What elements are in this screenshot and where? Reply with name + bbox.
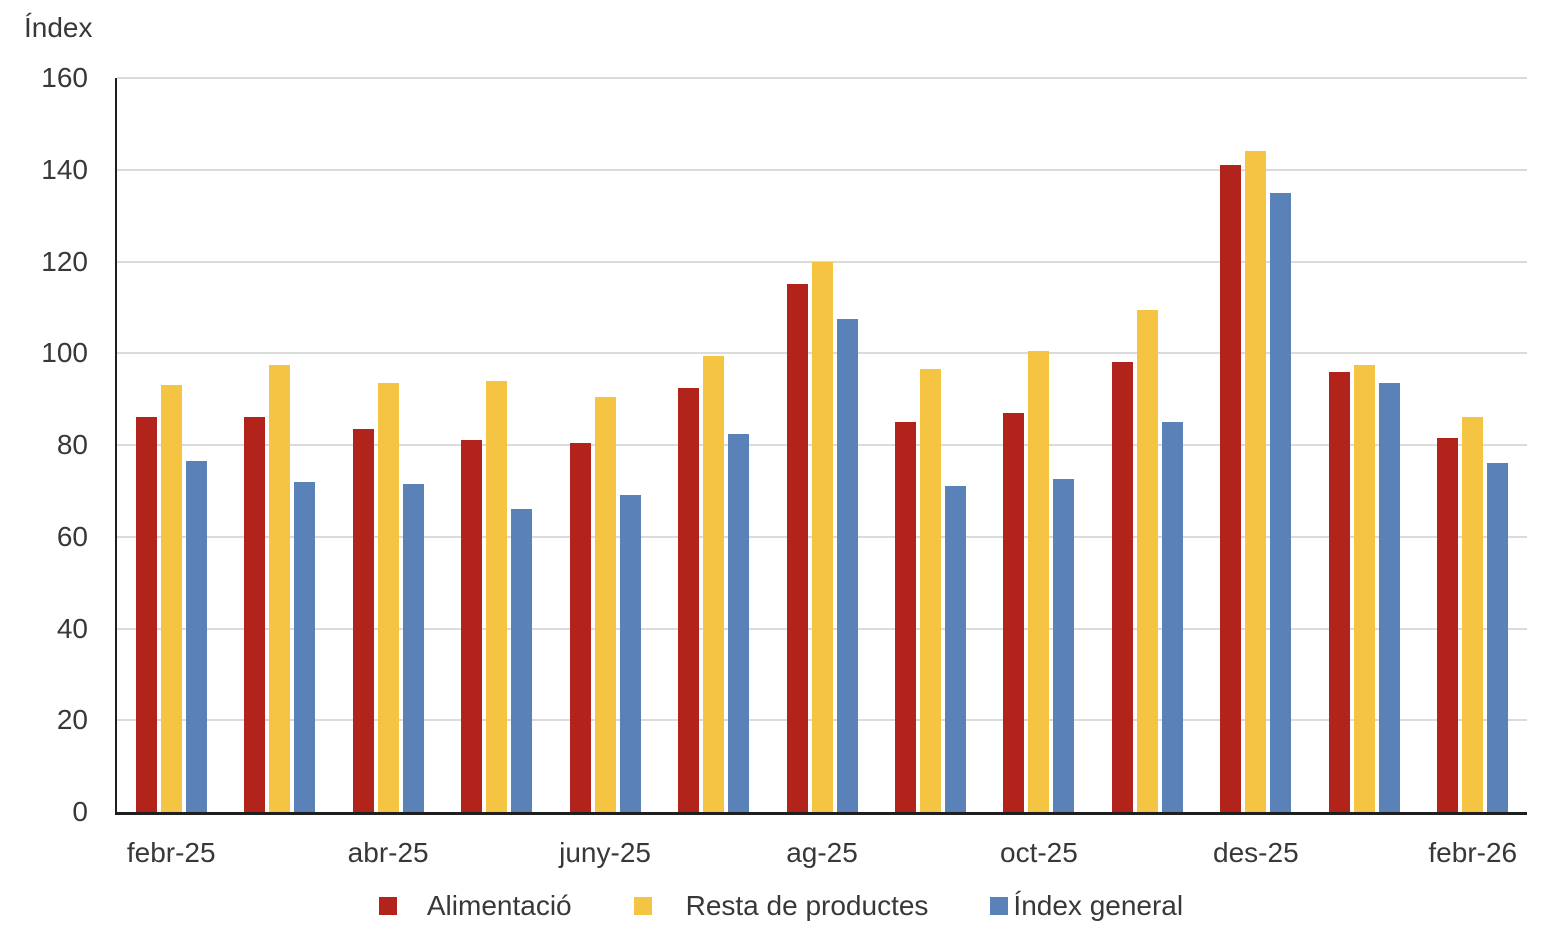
bar-alimentacio [1437, 438, 1459, 812]
legend-swatch-icon [633, 897, 652, 915]
y-axis-tick-label: 160 [41, 62, 88, 93]
bar-alimentacio [1111, 362, 1133, 812]
bar-index-general [1378, 383, 1400, 812]
x-axis-tick-label: abr-25 [347, 837, 429, 868]
bar-alimentacio [352, 428, 374, 812]
bar-alimentacio [786, 284, 808, 812]
bar-resta-de-productes [703, 355, 725, 812]
bar-alimentacio [244, 417, 266, 812]
x-axis-tick-label: febr-25 [126, 837, 216, 868]
y-axis-tick-label: 20 [56, 704, 88, 736]
bar-resta-de-productes [486, 380, 508, 812]
x-axis-tick-label: ag-25 [786, 837, 858, 868]
gridline [117, 77, 1527, 79]
legend-item-alimentacio: Alimentació [378, 890, 572, 922]
bar-alimentacio [461, 440, 483, 812]
bar-index-general [402, 483, 424, 812]
gridline [117, 168, 1527, 171]
bar-alimentacio [1003, 412, 1025, 812]
bar-resta-de-productes [1462, 417, 1484, 812]
x-axis-tick-label: oct-25 [1000, 837, 1078, 868]
x-axis-tick-label: febr-26 [1428, 837, 1518, 868]
bar-index-general [185, 461, 207, 812]
y-axis-tick-label: 0 [72, 796, 88, 827]
legend-label: Alimentació [426, 890, 572, 921]
bar-alimentacio [1328, 371, 1350, 812]
bar-index-general [1487, 463, 1509, 812]
bar-index-general [619, 495, 641, 812]
bar-alimentacio [894, 422, 916, 812]
bar-resta-de-productes [811, 261, 833, 812]
legend: Alimentació Resta de productes Índex gener… [0, 886, 1562, 926]
legend-swatch-icon [378, 897, 397, 915]
bar-index-general [294, 481, 316, 812]
y-axis-tick-label: 140 [41, 153, 88, 185]
x-axis-tick-label: juny-25 [559, 837, 651, 868]
bar-resta-de-productes [919, 369, 941, 812]
bar-index-general [511, 509, 533, 812]
x-axis-tick-label: des-25 [1213, 837, 1299, 868]
legend-item-resta-de-productes: Resta de productes [633, 890, 929, 922]
y-axis-tick-label: 60 [56, 520, 88, 552]
y-axis-tick-label: 120 [41, 245, 88, 277]
legend-label: Resta de productes [685, 890, 929, 921]
bar-resta-de-productes [594, 396, 616, 812]
bar-resta-de-productes [1245, 151, 1267, 812]
legend-label: Índex general [1013, 890, 1184, 921]
bar-resta-de-productes [1353, 364, 1375, 812]
bar-resta-de-productes [160, 385, 182, 812]
bar-resta-de-productes [377, 383, 399, 812]
bar-resta-de-productes [1136, 309, 1158, 812]
bar-alimentacio [678, 387, 700, 812]
y-axis-tick-label: 100 [41, 337, 88, 369]
y-axis-tick-label: 40 [56, 612, 88, 644]
bar-index-general [1161, 422, 1183, 812]
bar-index-general [728, 433, 750, 812]
x-axis-line [115, 812, 1527, 815]
bar-alimentacio [135, 417, 157, 812]
bar-alimentacio [1220, 165, 1242, 812]
bar-index-general [836, 318, 858, 812]
bar-resta-de-productes [1028, 350, 1050, 812]
bar-resta-de-productes [269, 364, 291, 812]
legend-swatch-icon [990, 897, 1009, 915]
bar-index-general [1053, 479, 1075, 812]
y-axis-line [115, 78, 117, 815]
legend-item-index-general: Índex general [990, 890, 1183, 922]
y-axis-tick-label: 80 [56, 429, 88, 460]
bar-index-general [1270, 192, 1292, 812]
bar-index-general [944, 486, 966, 812]
bar-alimentacio [569, 442, 591, 812]
y-axis-unit-label: Índex [24, 12, 93, 43]
